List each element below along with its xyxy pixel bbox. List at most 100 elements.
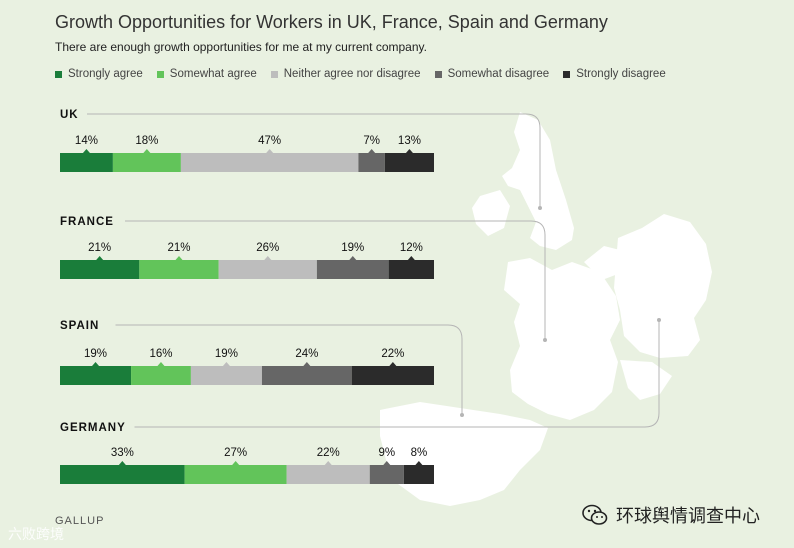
pointer-france-somewhat-disagree (349, 256, 357, 260)
bar-segment-germany-somewhat-disagree (369, 465, 404, 484)
pointer-germany-strongly-agree (118, 461, 126, 465)
watermark-left: 六败跨境 (8, 526, 64, 542)
connector-dot-france (543, 338, 547, 342)
bar-segment-spain-neither (190, 366, 262, 385)
legend-swatch-somewhat-agree (156, 70, 164, 78)
pointer-uk-strongly-disagree (405, 149, 413, 153)
value-label-uk-strongly-agree: 14% (75, 135, 98, 147)
bar-segment-germany-strongly-agree (60, 465, 185, 484)
pointer-spain-strongly-disagree (389, 362, 397, 366)
value-label-spain-somewhat-disagree: 24% (295, 348, 318, 360)
pointer-spain-somewhat-disagree (303, 362, 311, 366)
legend-label-strongly-disagree: Strongly disagree (576, 68, 666, 80)
pointer-france-somewhat-agree (175, 256, 183, 260)
value-label-uk-strongly-disagree: 13% (398, 135, 421, 147)
pointer-spain-neither (222, 362, 230, 366)
wechat-icon (582, 504, 608, 525)
bar-segment-france-strongly-disagree (388, 260, 434, 279)
uk-shape (502, 112, 574, 250)
value-label-uk-neither: 47% (258, 135, 281, 147)
bar-segment-spain-strongly-disagree (351, 366, 434, 385)
legend-swatch-strongly-disagree (563, 70, 571, 78)
legend-label-somewhat-disagree: Somewhat disagree (447, 68, 550, 80)
legend-swatch-strongly-agree (55, 70, 62, 78)
bar-segment-germany-somewhat-agree (184, 465, 287, 484)
bar-segment-spain-somewhat-agree (131, 366, 191, 385)
connector-dot-spain (460, 413, 464, 417)
legend-label-strongly-agree: Strongly agree (68, 68, 143, 80)
pointer-uk-neither (266, 149, 274, 153)
legend-item-neither: Neither agree nor disagree (270, 68, 421, 80)
value-label-spain-somewhat-agree: 16% (149, 348, 172, 360)
bar-segment-france-strongly-agree (60, 260, 140, 279)
bar-segment-germany-strongly-disagree (403, 465, 434, 484)
benelux-shape (584, 246, 620, 280)
pointer-germany-somewhat-disagree (383, 461, 391, 465)
pointer-uk-somewhat-agree (143, 149, 151, 153)
pointer-germany-neither (324, 461, 332, 465)
connector-dot-uk (538, 206, 542, 210)
value-label-france-strongly-disagree: 12% (400, 242, 423, 254)
pointer-uk-strongly-agree (82, 149, 90, 153)
bar-segment-spain-strongly-agree (60, 366, 132, 385)
bar-segment-france-somewhat-agree (139, 260, 219, 279)
bar-segment-germany-neither (286, 465, 370, 484)
value-label-germany-neither: 22% (317, 447, 340, 459)
bar-segment-uk-strongly-agree (60, 153, 113, 172)
germany-shape (614, 214, 712, 358)
pointer-france-strongly-agree (96, 256, 104, 260)
pointer-spain-strongly-agree (92, 362, 100, 366)
country-label-germany: GERMANY (60, 422, 126, 434)
value-label-germany-strongly-agree: 33% (111, 447, 134, 459)
bar-segment-uk-neither (180, 153, 359, 172)
country-label-france: FRANCE (60, 216, 114, 228)
country-label-spain: SPAIN (60, 320, 99, 332)
legend: Strongly agree Somewhat agree Neither ag… (55, 68, 680, 80)
country-label-uk: UK (60, 109, 79, 121)
value-label-spain-neither: 19% (215, 348, 238, 360)
pointer-uk-somewhat-disagree (368, 149, 376, 153)
pointer-france-neither (264, 256, 272, 260)
value-label-france-neither: 26% (256, 242, 279, 254)
france-shape (504, 258, 620, 420)
legend-swatch-somewhat-disagree (434, 70, 442, 78)
pointer-spain-somewhat-agree (157, 362, 165, 366)
value-label-germany-somewhat-agree: 27% (224, 447, 247, 459)
source-label: GALLUP (55, 515, 105, 527)
value-label-france-somewhat-disagree: 19% (341, 242, 364, 254)
value-label-france-somewhat-agree: 21% (167, 242, 190, 254)
legend-item-strongly-agree: Strongly agree (55, 68, 143, 80)
legend-item-strongly-disagree: Strongly disagree (563, 68, 666, 80)
connector-line-france (125, 220, 546, 340)
legend-label-neither: Neither agree nor disagree (283, 68, 421, 80)
value-label-uk-somewhat-agree: 18% (135, 135, 158, 147)
bar-segment-spain-somewhat-disagree (261, 366, 352, 385)
connector-line-germany (134, 320, 660, 428)
value-label-uk-somewhat-disagree: 7% (363, 135, 380, 147)
value-label-spain-strongly-disagree: 22% (381, 348, 404, 360)
value-label-france-strongly-agree: 21% (88, 242, 111, 254)
legend-label-somewhat-agree: Somewhat agree (169, 68, 257, 80)
ireland-shape (472, 190, 510, 236)
bar-segment-uk-somewhat-agree (112, 153, 181, 172)
watermark-right-text: 环球舆情调查中心 (616, 506, 760, 526)
legend-item-somewhat-disagree: Somewhat disagree (434, 68, 550, 80)
legend-item-somewhat-agree: Somewhat agree (156, 68, 257, 80)
bar-segment-uk-somewhat-disagree (358, 153, 385, 172)
value-label-germany-somewhat-disagree: 9% (378, 447, 395, 459)
bar-segment-france-neither (218, 260, 317, 279)
pointer-germany-strongly-disagree (415, 461, 423, 465)
value-label-germany-strongly-disagree: 8% (411, 447, 428, 459)
pointer-germany-somewhat-agree (232, 461, 240, 465)
bar-segment-uk-strongly-disagree (384, 153, 434, 172)
legend-swatch-neither (270, 70, 278, 78)
connector-line-spain (115, 324, 463, 415)
bar-segment-france-somewhat-disagree (316, 260, 389, 279)
watermark-right: 环球舆情调查中心 (582, 502, 760, 528)
chart-subtitle: There are enough growth opportunities fo… (55, 40, 427, 54)
pointer-france-strongly-disagree (407, 256, 415, 260)
chart-title: Growth Opportunities for Workers in UK, … (55, 12, 608, 32)
connector-line-uk (87, 113, 541, 208)
connector-dot-germany (657, 318, 661, 322)
